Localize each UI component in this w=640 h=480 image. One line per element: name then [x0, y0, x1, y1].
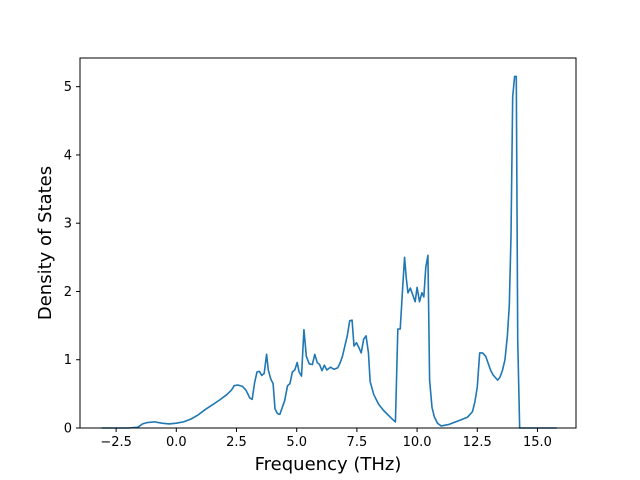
y-tick-label: 5 — [64, 80, 72, 95]
x-tick-label: 0.0 — [166, 435, 187, 450]
dos-series-line-0 — [101, 75, 557, 429]
series-layer — [101, 75, 557, 429]
y-tick-label: 4 — [64, 148, 72, 163]
x-tick-label: 5.0 — [286, 435, 307, 450]
x-tick-label: 15.0 — [523, 435, 552, 450]
y-axis-label: Density of States — [35, 166, 56, 320]
x-tick-label: 7.5 — [347, 435, 368, 450]
y-tick-label: 2 — [64, 285, 72, 300]
plot-frame — [79, 57, 577, 429]
x-axis-ticks: −2.5 0.0 2.5 5.0 7.5 10.0 12.5 15.0 — [100, 428, 552, 450]
x-tick-label: 10.0 — [403, 435, 432, 450]
x-axis-label: Frequency (THz) — [255, 454, 402, 475]
y-tick-label: 1 — [64, 353, 72, 368]
x-tick-label: 2.5 — [226, 435, 247, 450]
y-tick-label: 3 — [64, 217, 72, 232]
y-tick-label: 0 — [64, 422, 72, 437]
x-tick-label: 12.5 — [463, 435, 492, 450]
y-axis-ticks: 0 1 2 3 4 5 — [64, 80, 80, 437]
x-tick-label: −2.5 — [100, 435, 132, 450]
